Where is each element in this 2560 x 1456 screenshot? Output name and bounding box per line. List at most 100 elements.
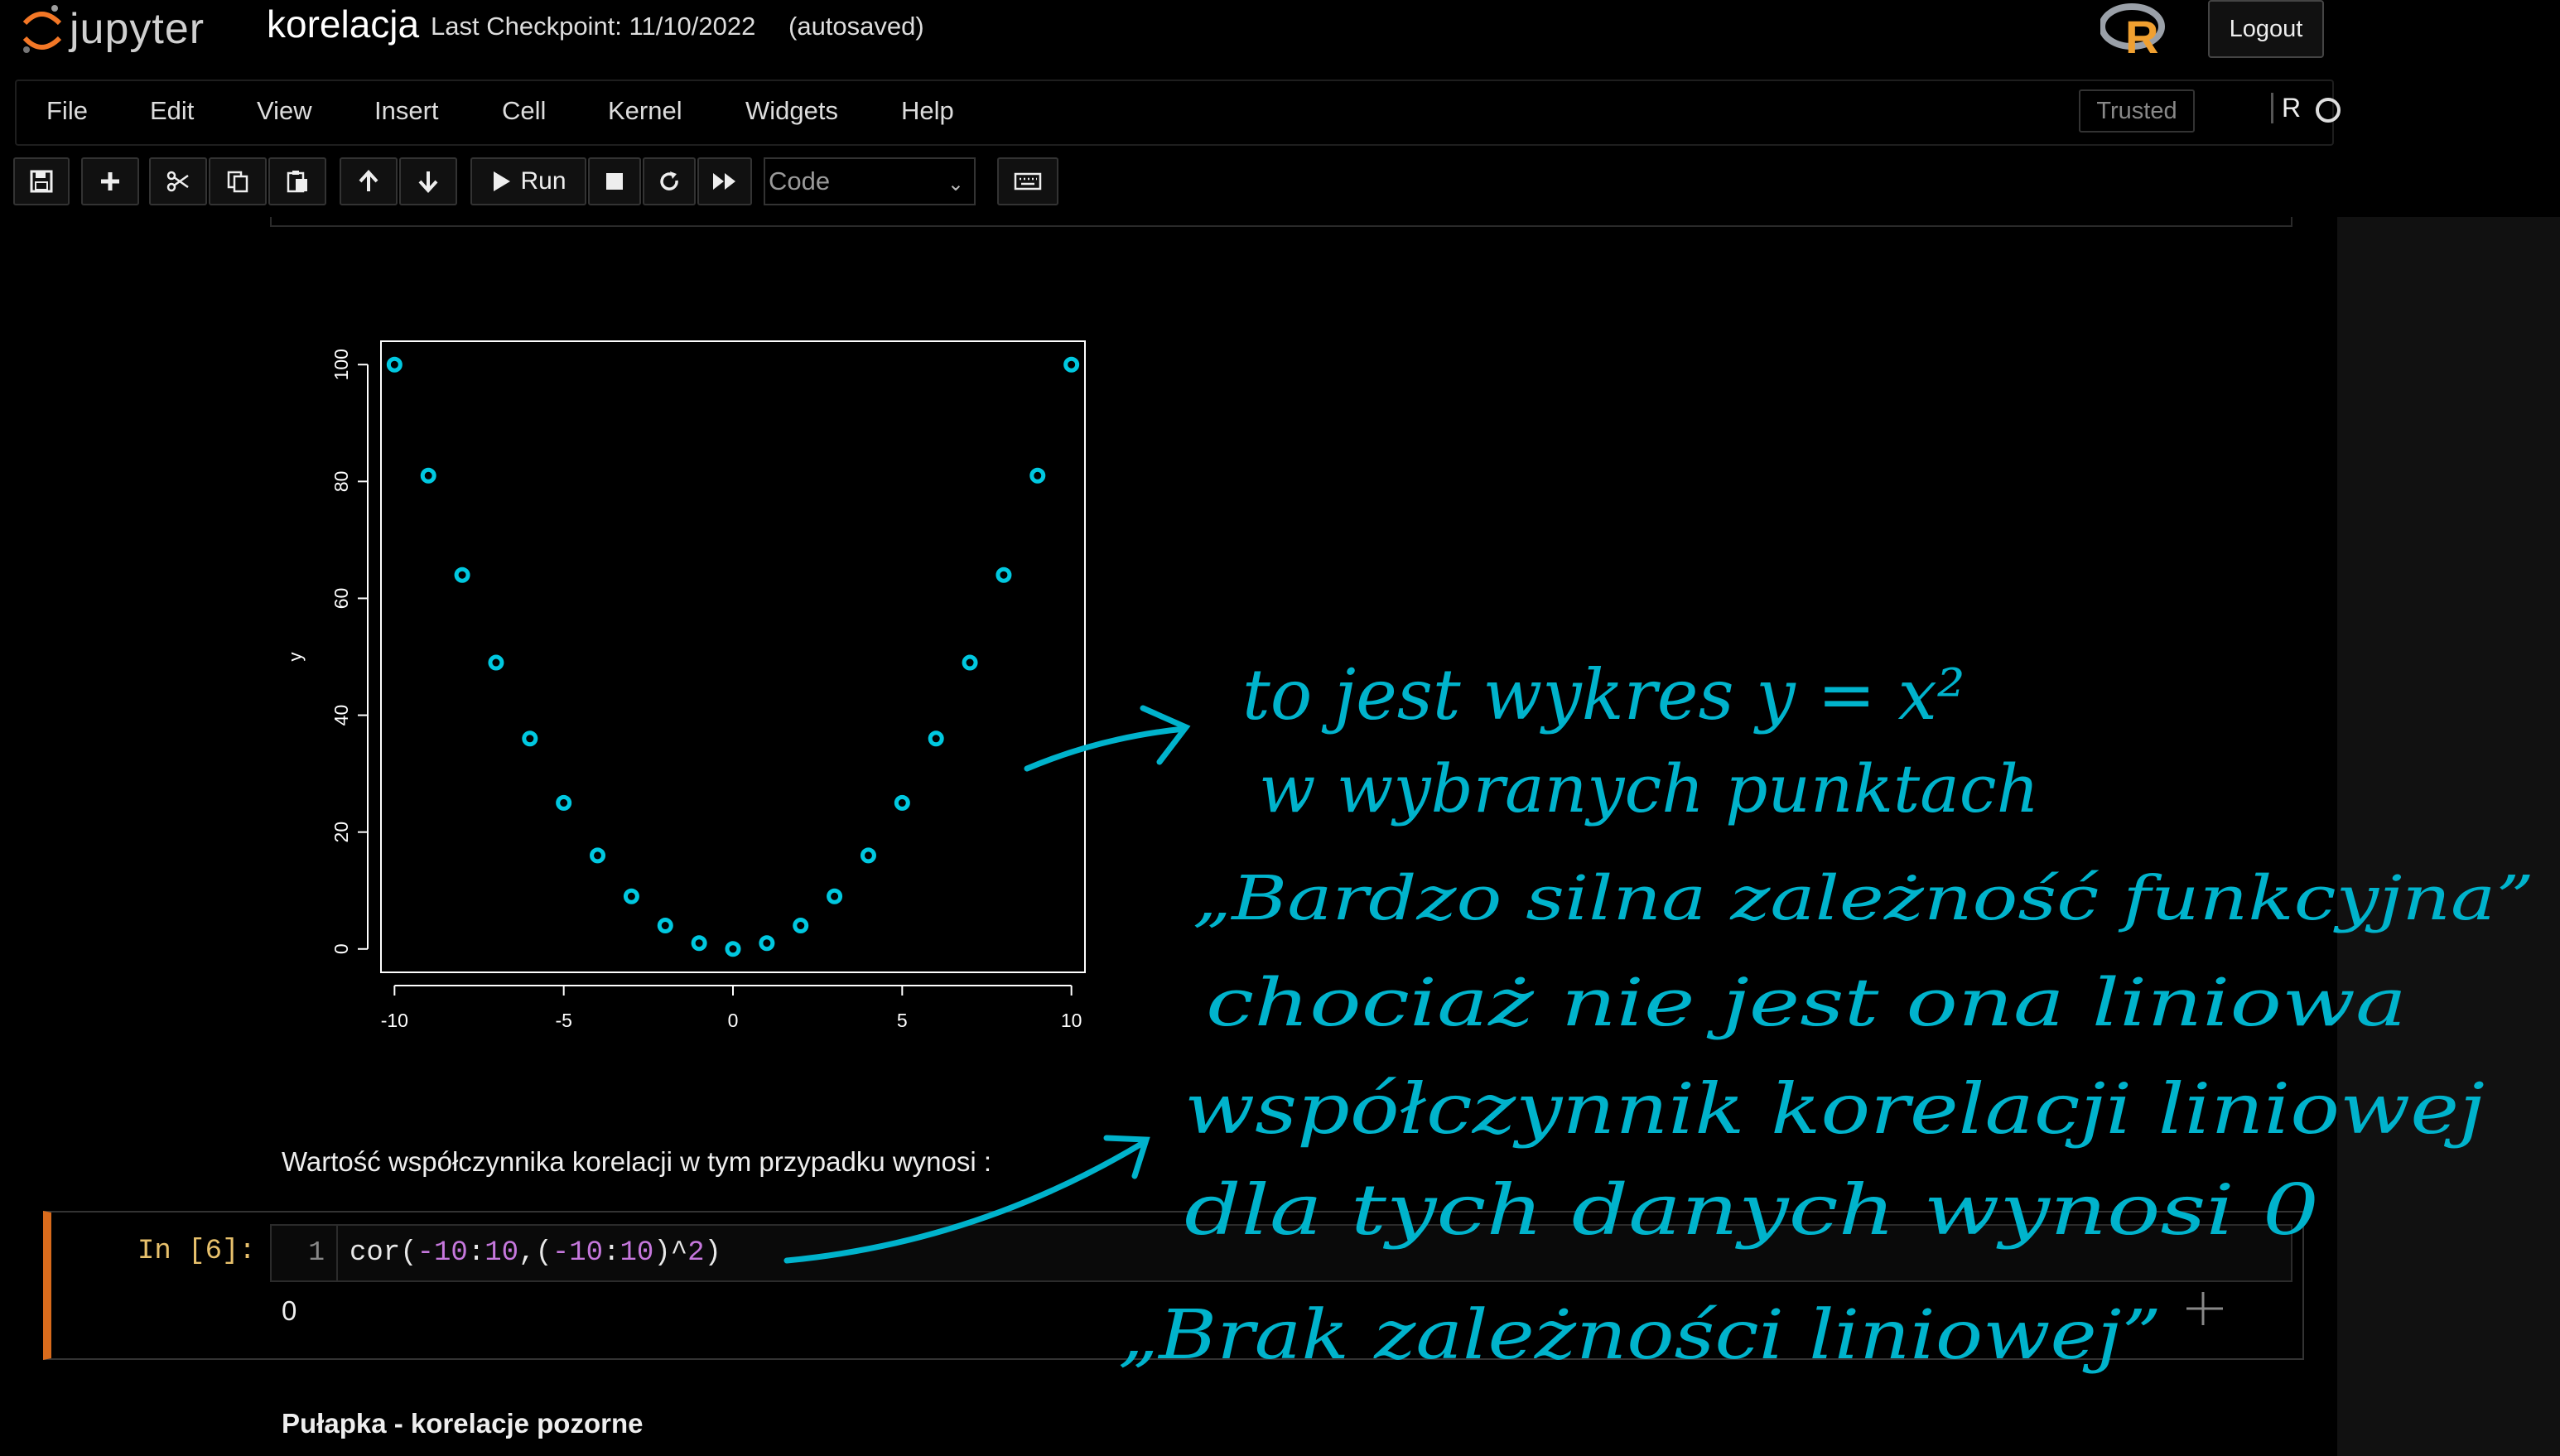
- code-line[interactable]: cor(-10:10,(-10:10)^2): [350, 1226, 721, 1280]
- restart-icon: [660, 171, 678, 190]
- menu-cell[interactable]: Cell: [502, 96, 547, 125]
- y-tick-label: 100: [330, 349, 352, 380]
- data-point: [860, 847, 876, 864]
- input-prompt: In [6]:: [137, 1236, 256, 1267]
- data-point: [522, 730, 538, 747]
- code-token: ,(: [518, 1237, 552, 1269]
- toolbar: Run Code ⌄: [0, 146, 2560, 215]
- code-token: ): [704, 1237, 721, 1269]
- move-up-button[interactable]: [340, 157, 398, 205]
- menu-insert[interactable]: Insert: [374, 96, 439, 125]
- arrow-up-icon: [359, 170, 378, 191]
- data-point: [386, 356, 403, 373]
- jupyter-logo[interactable]: jupyter: [18, 0, 205, 58]
- code-token: 10: [485, 1237, 519, 1269]
- y-tick-label: 0: [330, 943, 352, 954]
- menu-widgets[interactable]: Widgets: [745, 96, 838, 125]
- code-token: -10: [417, 1237, 468, 1269]
- jupyter-logo-icon: [22, 5, 62, 53]
- svg-text:R: R: [2125, 11, 2158, 58]
- trusted-indicator[interactable]: Trusted: [2079, 89, 2195, 133]
- logout-button[interactable]: Logout: [2208, 0, 2324, 58]
- cell-type-value: Code: [769, 166, 831, 195]
- code-token: :: [603, 1237, 620, 1269]
- insert-cell-button[interactable]: [81, 157, 139, 205]
- code-token: 10: [620, 1237, 654, 1269]
- data-point: [996, 566, 1012, 583]
- data-point: [420, 467, 436, 484]
- keyboard-icon: [1014, 172, 1042, 190]
- line-number: 1: [272, 1226, 338, 1280]
- data-point: [1063, 356, 1080, 373]
- code-token: 2: [687, 1237, 705, 1269]
- code-token: -10: [552, 1237, 604, 1269]
- scrollbar[interactable]: [2337, 217, 2560, 1456]
- menu-file[interactable]: File: [46, 96, 88, 125]
- section-heading: Pułapka - korelacje pozorne: [282, 1408, 644, 1439]
- data-point: [590, 847, 606, 864]
- menu-help[interactable]: Help: [901, 96, 954, 125]
- y-axis-label: y: [285, 653, 306, 662]
- code-cell[interactable]: [43, 1211, 2304, 1360]
- run-label: Run: [520, 167, 566, 195]
- scatter-plot: -10 -5 0 5 10 0 20 40 60 80 100 y: [285, 340, 1086, 1031]
- plot-points: [386, 356, 1080, 957]
- data-point: [793, 918, 809, 934]
- y-tick-label: 80: [330, 471, 352, 493]
- data-point: [1029, 467, 1046, 484]
- x-axis: -10 -5 0 5 10: [381, 985, 1082, 1031]
- y-tick-label: 20: [330, 822, 352, 843]
- r-kernel-logo-icon: R: [2099, 2, 2170, 63]
- interrupt-button[interactable]: [588, 157, 641, 205]
- play-icon: [494, 171, 511, 191]
- cell-type-select[interactable]: Code ⌄: [764, 157, 976, 205]
- copy-icon: [227, 171, 248, 193]
- data-point: [928, 730, 944, 747]
- command-palette-button[interactable]: [997, 157, 1058, 205]
- paste-icon: [287, 171, 307, 193]
- plus-icon: [101, 172, 119, 190]
- plot-frame: [380, 340, 1086, 973]
- menu-view[interactable]: View: [257, 96, 312, 125]
- x-tick-label: -5: [555, 1010, 571, 1031]
- data-point: [827, 888, 843, 904]
- x-tick-label: -10: [381, 1010, 408, 1031]
- y-axis: 0 20 40 60 80 100: [330, 349, 369, 954]
- notebook-name[interactable]: korelacja: [267, 2, 420, 46]
- cell-output: 0: [282, 1295, 297, 1326]
- data-point: [962, 654, 978, 671]
- logo-text: jupyter: [70, 5, 205, 53]
- move-down-button[interactable]: [399, 157, 457, 205]
- stop-icon: [606, 173, 623, 190]
- markdown-text: Wartość współczynnika korelacji w tym pr…: [282, 1146, 992, 1177]
- menu-bar: File Edit View Insert Cell Kernel Widget…: [15, 80, 2341, 146]
- data-point: [556, 794, 572, 811]
- code-token: :: [467, 1237, 485, 1269]
- copy-button[interactable]: [209, 157, 267, 205]
- cut-button[interactable]: [149, 157, 207, 205]
- kernel-name: R: [2271, 93, 2301, 123]
- code-token: )^: [653, 1237, 688, 1269]
- kernel-status-icon: [2316, 98, 2341, 123]
- data-point: [657, 918, 673, 934]
- save-button[interactable]: [13, 157, 70, 205]
- data-point: [725, 941, 741, 957]
- paste-button[interactable]: [268, 157, 326, 205]
- scissors-icon: [166, 171, 189, 192]
- run-button[interactable]: Run: [470, 157, 586, 205]
- y-tick-label: 60: [330, 588, 352, 610]
- data-point: [623, 888, 639, 904]
- menu-edit[interactable]: Edit: [150, 96, 195, 125]
- header: jupyter korelacja Last Checkpoint: 11/10…: [0, 0, 2560, 80]
- fast-forward-icon: [713, 173, 735, 190]
- code-token: cor(: [350, 1237, 417, 1269]
- restart-button[interactable]: [643, 157, 696, 205]
- code-editor[interactable]: 1 cor(-10:10,(-10:10)^2): [270, 1224, 2292, 1282]
- restart-run-all-button[interactable]: [697, 157, 752, 205]
- arrow-down-icon: [418, 171, 438, 193]
- data-point: [894, 794, 910, 811]
- chevron-down-icon: ⌄: [947, 173, 964, 195]
- x-tick-label: 5: [897, 1010, 908, 1031]
- x-tick-label: 10: [1061, 1010, 1082, 1031]
- menu-kernel[interactable]: Kernel: [608, 96, 682, 125]
